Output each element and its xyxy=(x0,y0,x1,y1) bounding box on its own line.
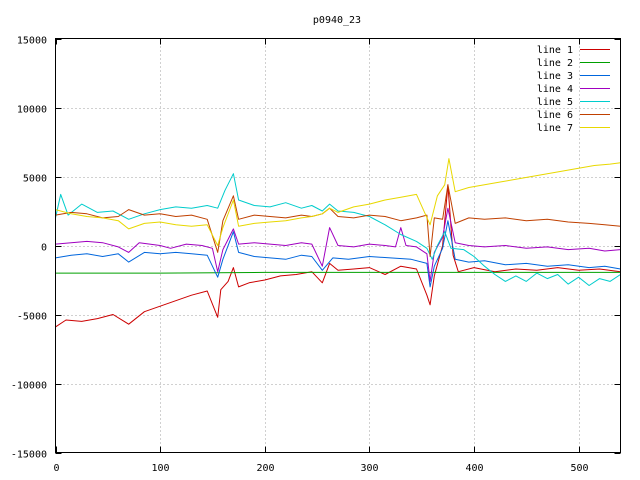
y-tick-label: -15000 xyxy=(11,450,47,461)
legend-label-7: line 7 xyxy=(537,123,573,134)
x-tick-label: 0 xyxy=(53,463,59,474)
y-tick-labels: -15000 -10000 -5000 0 5000 10000 15000 xyxy=(11,36,47,461)
axis-ticks xyxy=(55,38,621,454)
x-tick-label: 200 xyxy=(256,463,274,474)
x-tick-label: 300 xyxy=(360,463,378,474)
legend-label-4: line 4 xyxy=(537,84,573,95)
x-tick-label: 400 xyxy=(465,463,483,474)
y-tick-label: 15000 xyxy=(17,36,47,47)
x-tick-label: 100 xyxy=(151,463,169,474)
legend-label-5: line 5 xyxy=(537,97,573,108)
chart-title: p0940_23 xyxy=(313,15,361,26)
legend-label-2: line 2 xyxy=(537,58,573,69)
series-line-3 xyxy=(55,220,621,288)
legend-label-6: line 6 xyxy=(537,110,573,121)
series-line-5 xyxy=(55,173,621,286)
series-line-7 xyxy=(55,158,621,246)
x-tick-label: 500 xyxy=(570,463,588,474)
y-tick-label: -10000 xyxy=(11,381,47,392)
y-tick-label: 0 xyxy=(41,243,47,254)
grid-lines xyxy=(55,38,621,453)
series-lines xyxy=(55,158,621,328)
legend-label-1: line 1 xyxy=(537,45,573,56)
legend: line 1 line 2 line 3 line 4 line 5 line 6 line… xyxy=(537,45,610,134)
series-line-1 xyxy=(55,184,621,328)
y-tick-label: 10000 xyxy=(17,105,47,116)
legend-label-3: line 3 xyxy=(537,71,573,82)
series-line-4 xyxy=(55,207,621,282)
x-tick-labels: 0 100 200 300 400 500 xyxy=(53,463,588,474)
y-tick-label: 5000 xyxy=(23,174,47,185)
y-tick-label: -5000 xyxy=(17,312,47,323)
plot-frame xyxy=(55,38,621,453)
series-line-2 xyxy=(55,271,621,274)
